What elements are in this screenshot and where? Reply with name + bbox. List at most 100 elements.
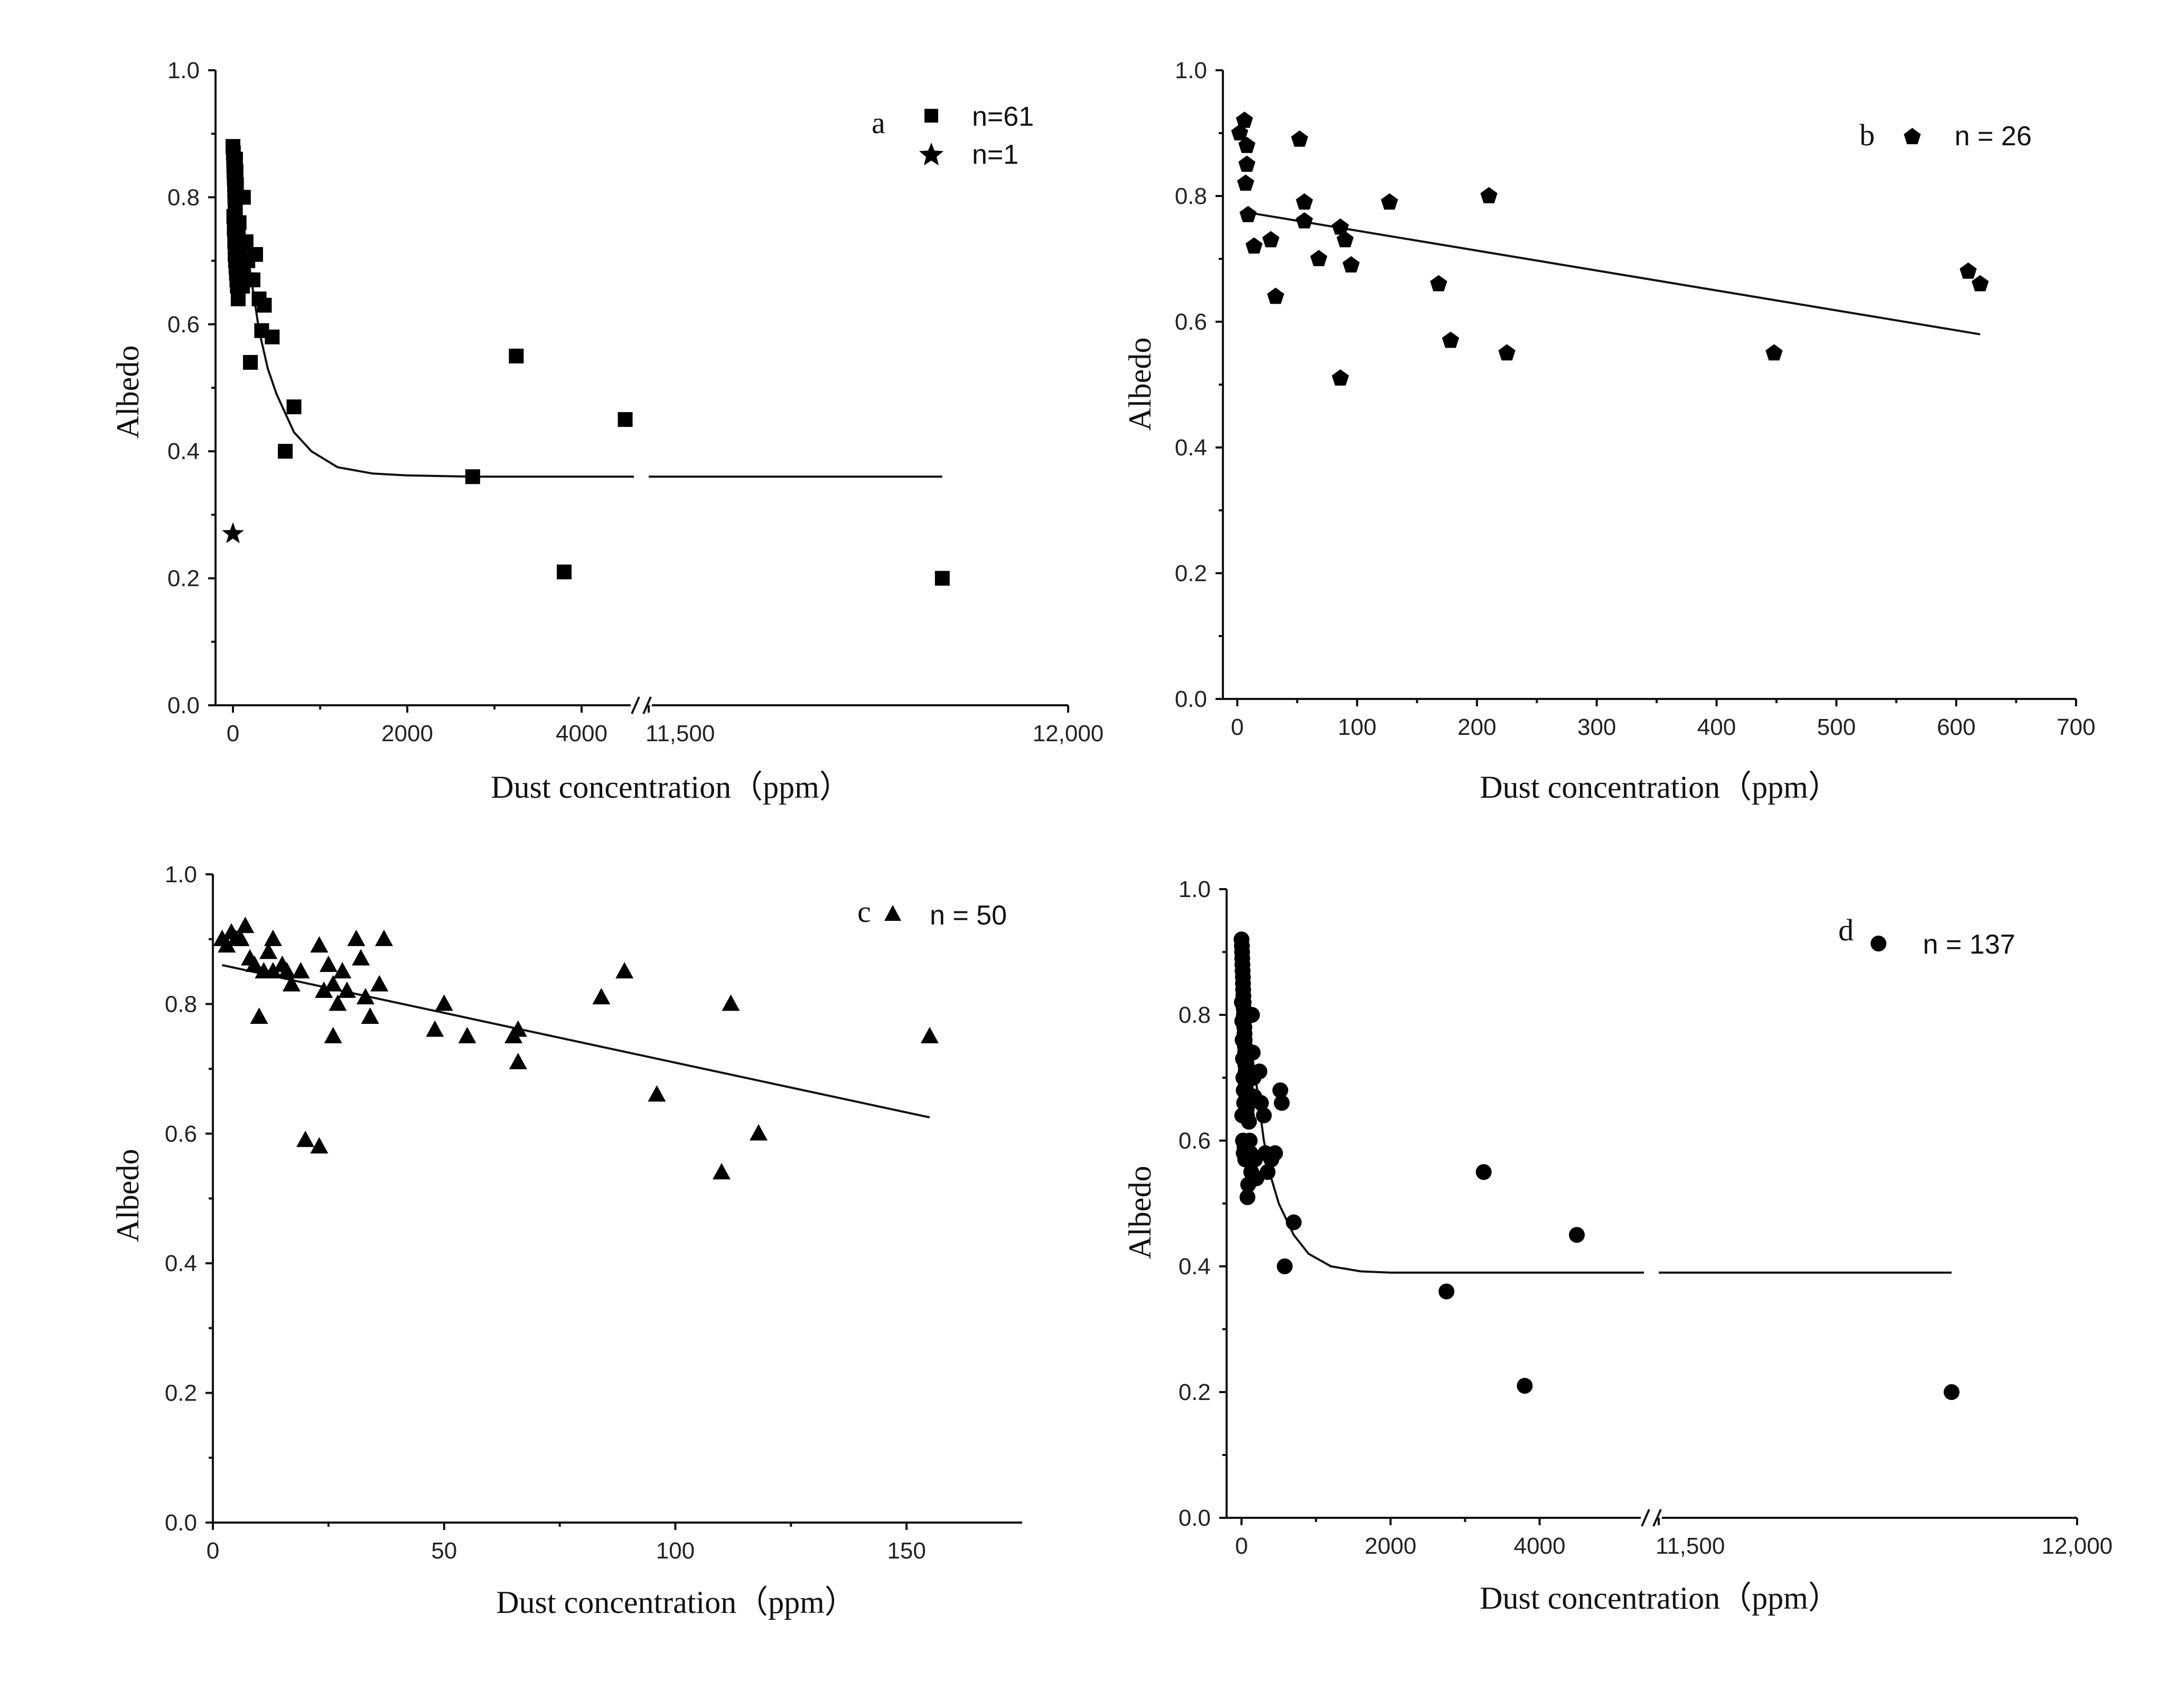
panel-d-data-point — [1241, 1114, 1257, 1130]
panel-b-legend-pentagon-marker — [1904, 128, 1921, 144]
panel-b-data-point — [1381, 193, 1398, 210]
panel-c-data-point — [458, 1026, 476, 1043]
panel-b-y-tick-label: 0.2 — [1175, 561, 1207, 586]
panel-c-data-point — [324, 975, 342, 992]
panel-b-scatter-chart: b n = 26 0.0 0.2 0.4 0.6 0.8 1.0 0 100 200 300 400… — [1123, 58, 2096, 805]
panel-d-data-point — [1244, 1007, 1260, 1023]
panel-b-data-point — [1332, 218, 1349, 235]
panel-c-data-point — [361, 1007, 379, 1024]
panel-c-letter: c — [857, 894, 871, 929]
panel-a-x-tick-label: 12,000 — [1033, 721, 1104, 746]
panel-d-data-point — [1272, 1082, 1288, 1098]
panel-b-legend-label: n = 26 — [1955, 121, 2032, 152]
panel-d-data-point — [1286, 1214, 1302, 1230]
panel-b-x-tick-label: 0 — [1231, 714, 1244, 740]
panel-b-x-axis-title: Dust concentration（ppm） — [1480, 770, 1840, 805]
panel-a-plot: 0.0 0.2 0.4 0.6 0.8 1.0 0 2000 4000 11,500 12,000 — [167, 58, 1104, 746]
panel-d-data-point — [1252, 1095, 1269, 1111]
panel-c-data-point — [435, 994, 453, 1011]
panel-d-x-tick-label: 11,500 — [1656, 1533, 1725, 1559]
panel-c-scatter-chart: c n = 50 0.0 0.2 0.4 0.6 0.8 1.0 0 50 100 150 Dus… — [110, 862, 1022, 1620]
panel-d-data-point — [1235, 1032, 1251, 1048]
panel-c-data-point — [426, 1020, 444, 1037]
panel-c-data-point — [370, 975, 389, 992]
panel-d-data-point — [1241, 1133, 1258, 1149]
panel-c-data-point — [722, 994, 740, 1011]
panel-d-axis-break-mark — [1652, 1509, 1662, 1527]
panel-d-legend-circle-marker — [1871, 936, 1886, 951]
panel-c-y-tick-label: 0.2 — [165, 1380, 197, 1406]
panel-b-data-point — [1342, 256, 1360, 273]
panel-b-plot: 0.0 0.2 0.4 0.6 0.8 1.0 0 100 200 300 400 500 600 700 — [1175, 58, 2096, 740]
panel-b-data-point — [1336, 231, 1354, 248]
panel-b-data-point — [1430, 275, 1447, 292]
panel-b-data-point — [1237, 174, 1255, 191]
panel-a-data-point — [228, 164, 244, 180]
panel-b-x-tick-label: 100 — [1338, 714, 1376, 740]
panel-d-data-point — [1277, 1258, 1293, 1274]
panel-d-scatter-chart: d n = 137 0.0 0.2 0.4 0.6 0.8 1.0 0 2000 4000 11,… — [1123, 876, 2112, 1616]
panel-c-data-point — [324, 1026, 342, 1043]
panel-a-data-point — [465, 469, 480, 484]
panel-a-data-point — [231, 215, 247, 230]
panel-a-data-point — [229, 177, 244, 192]
panel-d-y-tick-label: 0.4 — [1179, 1254, 1211, 1280]
panel-b-data-point — [1765, 344, 1783, 361]
panel-c-x-tick-label: 0 — [207, 1538, 219, 1564]
panel-b-data-point — [1267, 287, 1284, 304]
panel-a-data-point — [286, 399, 302, 415]
panel-b-x-tick-label: 500 — [1817, 714, 1856, 740]
panel-b-data-point — [1231, 124, 1248, 141]
panel-d-data-point — [1251, 1063, 1268, 1080]
panel-a-x-axis-title: Dust concentration（ppm） — [491, 770, 851, 805]
panel-c-data-point — [338, 981, 356, 998]
panel-d-data-point — [1517, 1378, 1533, 1394]
panel-b-data-point — [1480, 187, 1498, 203]
panel-a-data-point — [222, 522, 244, 544]
panel-a-data-point — [245, 272, 260, 287]
panel-a-data-point — [618, 412, 633, 427]
panel-c-y-tick-label: 0.0 — [165, 1510, 197, 1536]
panel-b-y-tick-label: 1.0 — [1175, 58, 1207, 83]
panel-c-data-point — [352, 949, 370, 966]
panel-b-data-point — [1262, 231, 1279, 248]
panel-d-data-point — [1267, 1145, 1283, 1161]
panel-c-y-tick-label: 1.0 — [165, 862, 197, 888]
panel-d-data-point — [1256, 1107, 1272, 1124]
panel-a-data-point — [248, 247, 263, 262]
panel-a-axis-break-mark — [631, 696, 640, 714]
panel-a-legend-square-marker — [924, 109, 938, 123]
panel-a-y-tick-label: 0.4 — [167, 438, 200, 464]
panel-c-data-point — [236, 917, 255, 934]
panel-a-data-point — [278, 444, 293, 459]
panel-d-data-point — [1245, 1044, 1261, 1061]
panel-c-data-point — [310, 936, 329, 953]
panel-a-data-point — [265, 329, 280, 344]
panel-c-data-point — [231, 929, 250, 946]
panel-c-legend-label: n = 50 — [930, 900, 1007, 931]
panel-a-data-point — [228, 152, 243, 167]
panel-b-data-point — [1442, 331, 1460, 348]
panel-b-data-point — [1296, 212, 1313, 229]
panel-c-data-point — [592, 988, 611, 1005]
panel-b-y-tick-label: 0.4 — [1175, 435, 1207, 461]
panel-d-data-point — [1475, 1164, 1492, 1180]
panel-b-y-axis-title: Albedo — [1123, 338, 1157, 431]
panel-d-y-tick-label: 0.6 — [1179, 1128, 1211, 1154]
panel-a-data-point — [934, 571, 950, 586]
panel-c-y-tick-label: 0.6 — [165, 1121, 197, 1147]
panel-c-x-tick-label: 150 — [887, 1538, 926, 1564]
panel-a-x-tick-label: 2000 — [381, 721, 433, 746]
panel-c-data-point — [712, 1163, 731, 1180]
panel-b-data-point — [1291, 130, 1308, 147]
panel-c-data-point — [509, 1020, 527, 1037]
panel-a-y-tick-label: 0.0 — [167, 693, 200, 718]
panel-c-data-point — [264, 929, 282, 946]
panel-c-data-point — [333, 962, 352, 979]
panel-c-x-tick-label: 50 — [431, 1538, 457, 1564]
panel-c-x-tick-label: 100 — [656, 1538, 695, 1564]
panel-c-data-point — [292, 962, 310, 979]
panel-c-data-point — [920, 1026, 939, 1043]
panel-b-data-point — [1959, 262, 1977, 279]
